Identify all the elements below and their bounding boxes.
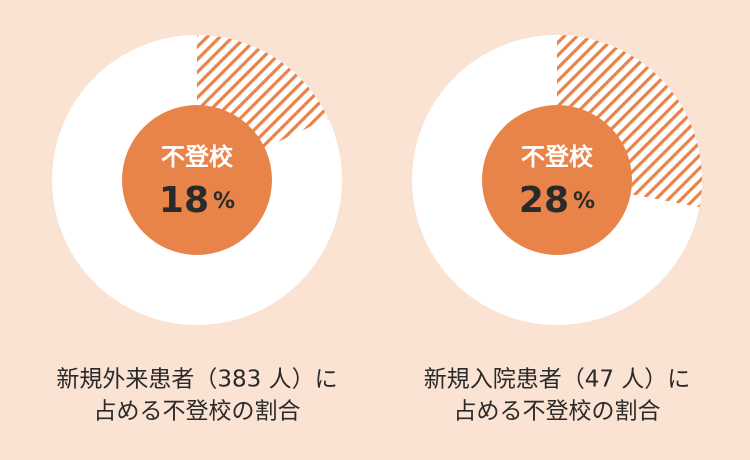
center-value: 18%	[159, 180, 235, 221]
center-label: 不登校	[161, 143, 234, 171]
center-label: 不登校	[521, 143, 594, 171]
center-circle	[482, 105, 632, 255]
caption-line: 新規外来患者（383 人）に	[56, 367, 337, 393]
value-number: 28	[519, 180, 569, 221]
value-unit: %	[213, 189, 235, 214]
value-unit: %	[573, 189, 595, 214]
center-value: 28%	[519, 180, 595, 221]
caption-line: 新規入院患者（47 人）に	[424, 367, 691, 393]
caption-line: 占める不登校の割合	[94, 399, 301, 425]
center-circle	[122, 105, 272, 255]
value-number: 18	[159, 180, 209, 221]
caption-line: 占める不登校の割合	[454, 399, 661, 425]
